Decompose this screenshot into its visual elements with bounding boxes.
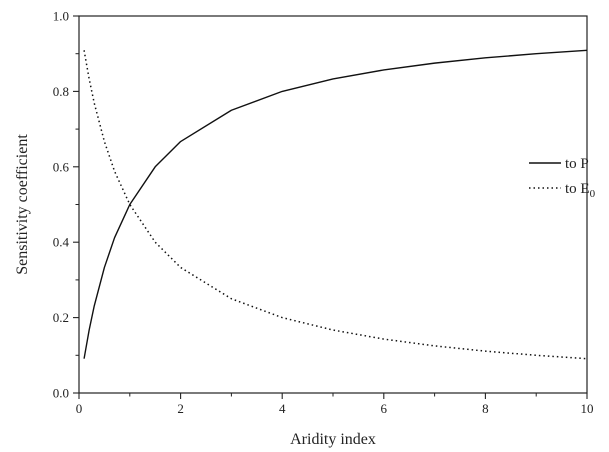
legend-label-to-p-main: to P (565, 156, 589, 172)
y-axis-ticks: 0.0 0.2 0.4 0.6 0.8 1.0 (53, 9, 79, 401)
series-line-to-p (83, 49, 588, 359)
legend: to P to E0 (529, 156, 596, 200)
y-tick-label: 0.6 (53, 159, 70, 174)
x-tick-label: 2 (177, 401, 184, 416)
x-axis-ticks: 0 2 4 6 8 10 (76, 393, 594, 416)
series-line-to-e0 (83, 50, 588, 360)
y-tick-label: 0.0 (53, 386, 69, 401)
y-tick-label: 1.0 (53, 9, 69, 24)
legend-label-to-e0-subscript: 0 (590, 188, 596, 200)
x-axis-title: Aridity index (290, 431, 376, 448)
x-tick-label: 6 (381, 401, 388, 416)
legend-label-to-e0: to E0 (565, 181, 596, 200)
y-tick-label: 0.2 (53, 310, 69, 325)
x-tick-label: 4 (279, 401, 286, 416)
legend-label-to-e0-main: to E (565, 181, 590, 197)
legend-label-to-p: to P (565, 156, 589, 172)
plot-border (78, 15, 588, 394)
plot-frame (78, 15, 588, 394)
y-tick-label: 0.8 (53, 84, 69, 99)
series-layer (83, 49, 588, 360)
x-tick-label: 10 (581, 401, 594, 416)
x-tick-label: 8 (482, 401, 489, 416)
y-tick-label: 0.4 (53, 235, 70, 250)
x-tick-label: 0 (76, 401, 83, 416)
y-axis-title: Sensitivity coefficient (14, 134, 31, 275)
